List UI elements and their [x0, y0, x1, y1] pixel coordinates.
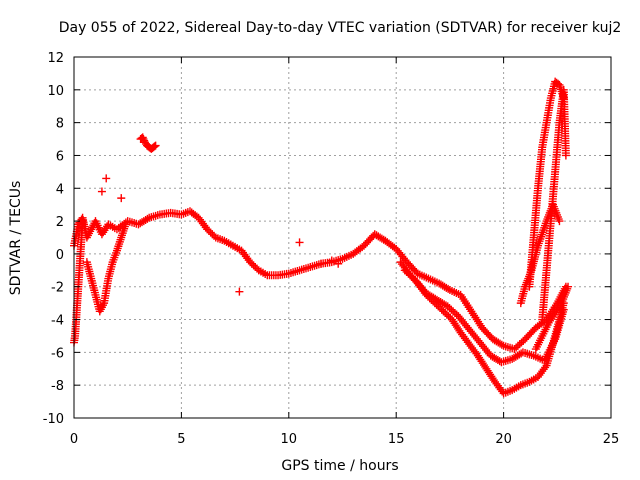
x-tick-label: 0	[70, 432, 78, 447]
y-tick-label: 4	[56, 182, 64, 197]
y-tick-label: 12	[47, 51, 64, 66]
data-point	[564, 282, 573, 291]
axis-ticks: 0 5 10 15 20 25 -10 -8 -6 -4 -2 0 2 4 6 8 10 12	[43, 51, 620, 447]
data-point	[151, 141, 160, 150]
y-axis-label: SDTVAR / TECUs	[8, 181, 24, 296]
data-point	[150, 142, 159, 151]
y-tick-label: -8	[51, 379, 64, 394]
data-point	[317, 259, 326, 268]
y-tick-label: -2	[51, 281, 64, 296]
x-tick-label: 10	[281, 432, 298, 447]
data-point	[143, 214, 152, 223]
plot-frame	[73, 56, 612, 419]
data-point	[121, 220, 130, 229]
y-tick-label: 6	[56, 149, 64, 164]
y-tick-label: -10	[43, 412, 64, 427]
x-tick-label: 15	[388, 432, 405, 447]
x-tick-label: 5	[177, 432, 185, 447]
y-tick-label: -4	[51, 314, 64, 329]
data-point	[102, 174, 111, 183]
data-points	[70, 77, 573, 398]
y-tick-label: -6	[51, 346, 64, 361]
data-point	[117, 194, 126, 203]
data-point	[334, 259, 343, 268]
y-tick-label: 0	[56, 248, 64, 263]
y-tick-label: 8	[56, 117, 64, 132]
data-point	[97, 187, 106, 196]
data-point	[497, 340, 506, 349]
y-tick-label: 2	[56, 215, 64, 230]
x-tick-label: 20	[495, 432, 512, 447]
data-point	[561, 151, 570, 160]
x-axis-label: GPS time / hours	[281, 458, 398, 474]
data-point	[541, 363, 550, 372]
y-tick-label: 10	[47, 84, 64, 99]
data-point	[327, 256, 336, 265]
data-point	[235, 287, 244, 296]
chart-title: Day 055 of 2022, Sidereal Day-to-day VTE…	[59, 20, 622, 36]
data-point	[295, 238, 304, 247]
x-tick-label: 25	[603, 432, 620, 447]
data-point	[555, 217, 564, 226]
